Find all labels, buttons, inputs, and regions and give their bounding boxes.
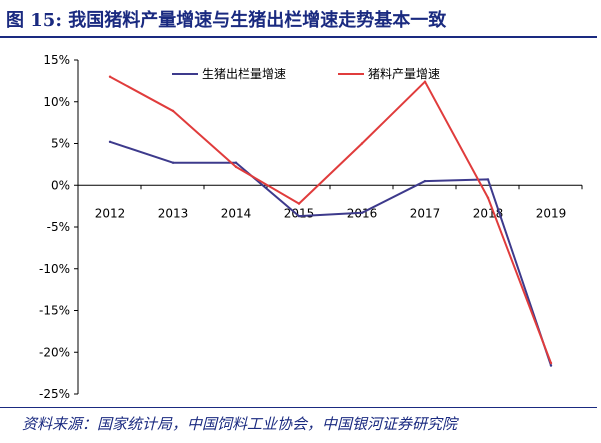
legend-label: 生猪出栏量增速 <box>202 66 286 81</box>
y-tick-label: -10% <box>39 262 70 276</box>
data-point <box>486 178 490 181</box>
series-line-1 <box>109 140 552 366</box>
data-point <box>297 202 301 205</box>
legend-label: 猪料产量增速 <box>368 67 440 81</box>
title-underline <box>0 36 597 38</box>
x-axis: 2012 2013 2014 2015 2016 2017 2018 2019 <box>77 184 583 220</box>
y-axis: 15% 10% 5% 0% -5% -10% -15% -20% -25% <box>39 53 79 401</box>
data-point <box>108 140 112 144</box>
y-tick-label: -25% <box>39 387 70 401</box>
source-note: 资料来源：国家统计局，中国饲料工业协会，中国银河证券研究院 <box>22 415 458 433</box>
data-point <box>171 109 175 113</box>
data-point <box>171 161 175 164</box>
series-group <box>108 75 553 367</box>
data-point <box>360 211 364 215</box>
data-point <box>549 364 553 367</box>
legend: 生猪出栏量增速 猪料产量增速 <box>172 66 440 81</box>
source-rule <box>0 407 597 408</box>
x-tick-label: 2014 <box>221 206 252 220</box>
x-tick-label: 2012 <box>95 206 126 220</box>
data-point <box>108 75 112 78</box>
x-tick-label: 2017 <box>410 206 441 220</box>
figure-title: 图 15: 我国猪料产量增速与生猪出栏增速走势基本一致 <box>6 10 447 31</box>
y-tick-label: -20% <box>39 345 70 359</box>
data-point <box>486 196 490 199</box>
y-tick-label: -5% <box>47 220 70 234</box>
y-tick-label: 5% <box>51 137 70 151</box>
y-tick-label: 0% <box>51 178 70 192</box>
y-tick-label: 15% <box>43 53 70 67</box>
series-line-2 <box>109 75 552 364</box>
data-point <box>549 361 553 365</box>
x-tick-label: 2019 <box>536 206 567 220</box>
data-point <box>423 80 427 83</box>
y-tick-label: 10% <box>43 95 70 109</box>
data-point <box>234 165 238 169</box>
data-point <box>297 214 301 218</box>
y-tick-label: -15% <box>39 304 70 318</box>
data-point <box>423 179 427 183</box>
x-tick-label: 2013 <box>158 206 189 220</box>
data-point <box>234 161 238 164</box>
line-chart: 15% 10% 5% 0% -5% -10% -15% -20% -25% 2012 2013 20… <box>39 53 583 401</box>
data-point <box>360 142 364 145</box>
